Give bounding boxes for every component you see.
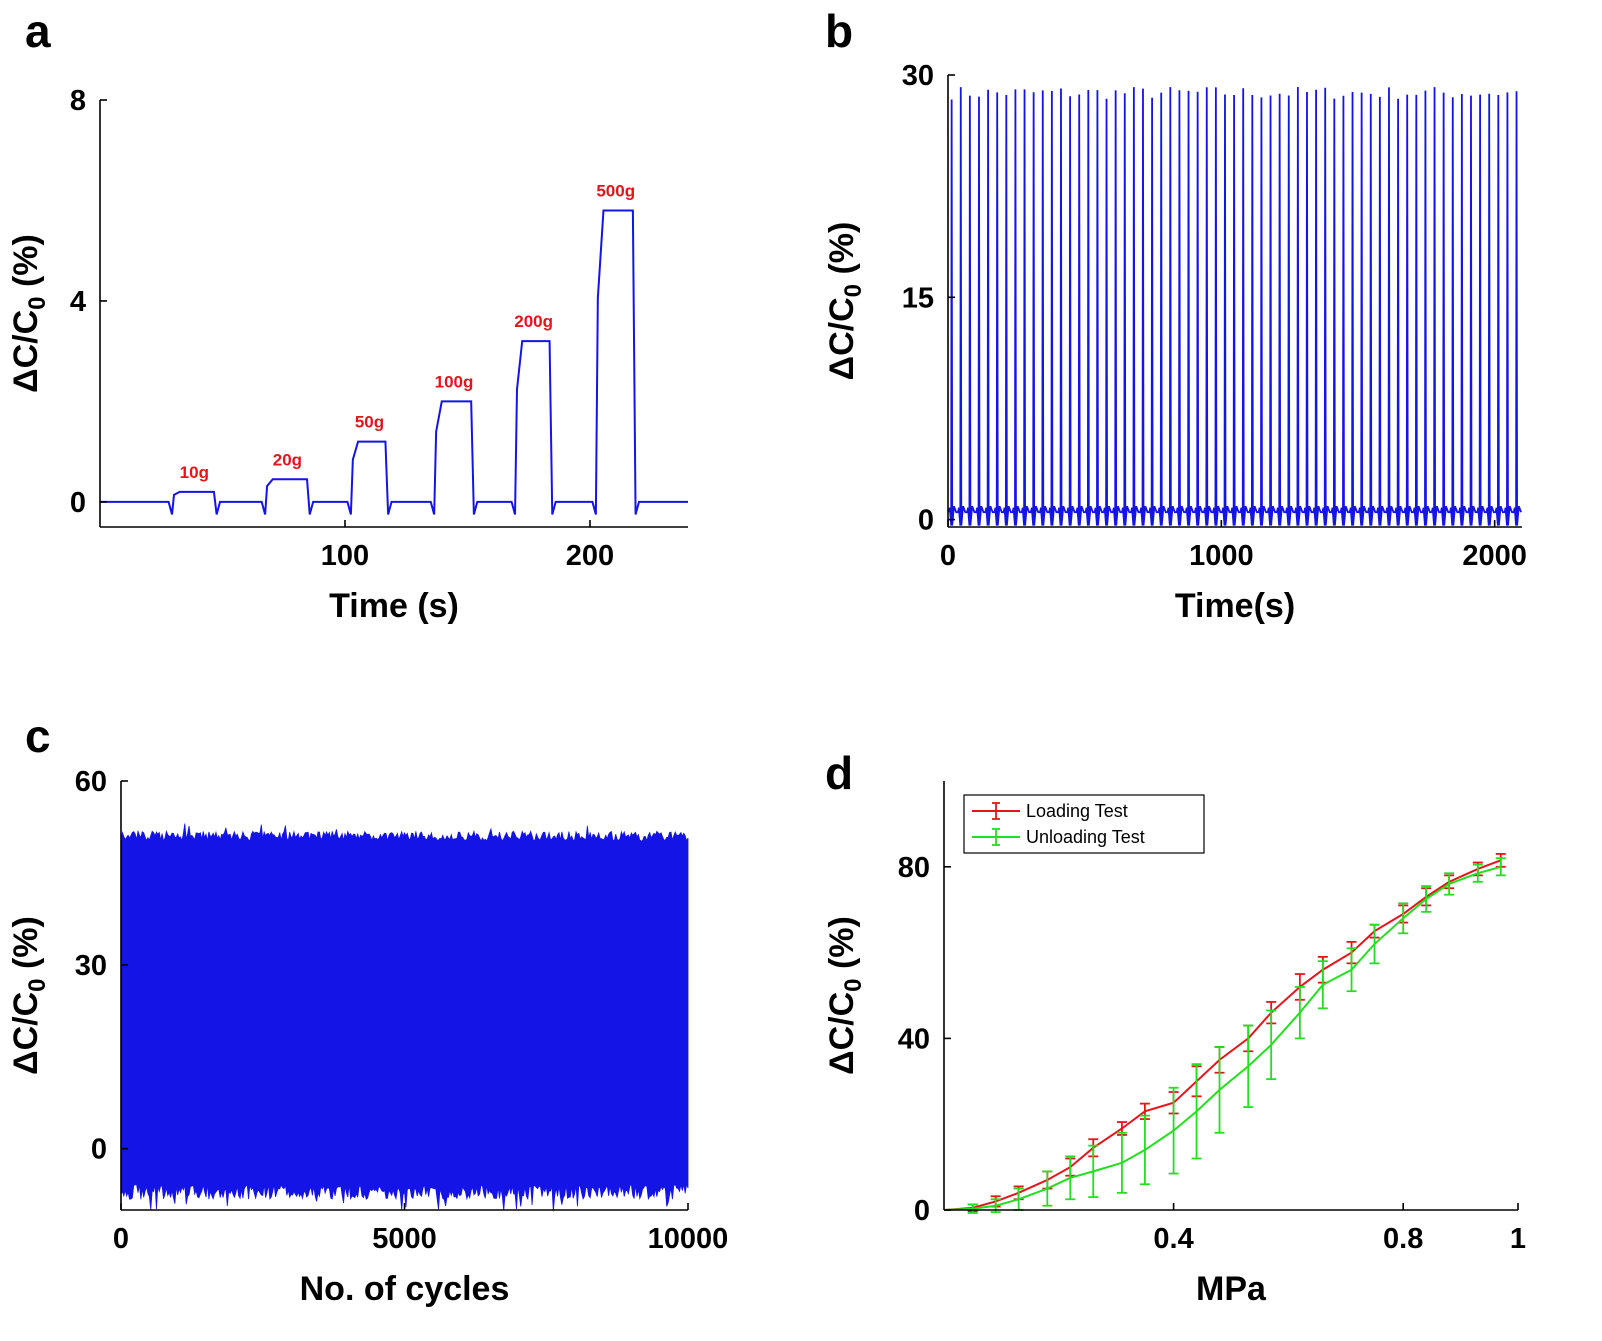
x-tick-label: 0.8 xyxy=(1383,1223,1423,1255)
panel-a-y-axis-title: ΔC/C0 (%) xyxy=(7,234,51,393)
y-tick-label: 40 xyxy=(898,1023,930,1055)
y-tick-label: 0 xyxy=(70,487,86,519)
error-bar xyxy=(1266,1011,1276,1080)
panel-c-y-axis-title-main: ΔC/C xyxy=(7,992,45,1075)
series-line xyxy=(944,867,1501,1210)
error-bar xyxy=(1140,1116,1150,1185)
panel-b-y-axis-title-unit: (%) xyxy=(823,222,861,284)
error-bar xyxy=(1295,987,1305,1038)
panel-d-legend: Loading Test Unloading Test xyxy=(964,795,1204,853)
step-label: 500g xyxy=(596,182,635,201)
panel-d-x-axis-title: MPa xyxy=(1196,1270,1267,1308)
x-tick-label: 2000 xyxy=(1462,540,1527,572)
panel-b-x-axis-title: Time(s) xyxy=(1175,587,1295,625)
step-label: 20g xyxy=(273,450,302,469)
panel-letter-b: b xyxy=(825,5,853,57)
x-tick-label: 5000 xyxy=(372,1223,437,1255)
step-label: 200g xyxy=(514,312,553,331)
panel-a: 10g 20g 50g 100g 200g 500g 100 200 0 4 8 Time (s)… xyxy=(7,85,688,625)
error-bar xyxy=(1215,1047,1225,1133)
error-bar xyxy=(1370,925,1380,964)
x-tick-label: 1 xyxy=(1510,1223,1526,1255)
panel-a-x-axis-title: Time (s) xyxy=(329,587,459,625)
panel-letter-c: c xyxy=(25,710,51,762)
panel-d-y-axis-title-main: ΔC/C xyxy=(823,992,861,1075)
panel-c-y-axis-title-sub: 0 xyxy=(24,978,51,991)
series-line xyxy=(944,860,1501,1210)
panel-a-y-axis-title-sub: 0 xyxy=(24,296,51,309)
x-tick-label: 1000 xyxy=(1189,540,1254,572)
x-tick-label: 0 xyxy=(940,540,956,572)
x-tick-label: 0 xyxy=(113,1223,129,1255)
panel-a-y-axis-title-unit: (%) xyxy=(7,234,45,296)
y-tick-label: 0 xyxy=(91,1134,107,1166)
x-tick-label: 100 xyxy=(321,540,369,572)
panel-d-y-axis-title-sub: 0 xyxy=(840,978,867,991)
x-tick-label: 10000 xyxy=(648,1223,729,1255)
panel-b-y-axis-title-main: ΔC/C xyxy=(823,297,861,380)
y-tick-label: 30 xyxy=(75,950,107,982)
panel-b-plot-area xyxy=(949,87,1521,526)
panel-b-ticks: 0 1000 2000 0 15 30 xyxy=(902,60,1527,572)
legend-label-loading: Loading Test xyxy=(1026,801,1128,821)
y-tick-label: 80 xyxy=(898,852,930,884)
error-bar xyxy=(1243,1026,1253,1108)
panel-d-y-axis-title-unit: (%) xyxy=(823,916,861,978)
figure-canvas: a b c d 10g 20g 50g 100g 200g 500g 100 200 0 4 8 … xyxy=(0,0,1602,1341)
y-tick-label: 8 xyxy=(70,85,86,117)
panel-b-y-axis-title-sub: 0 xyxy=(840,284,867,297)
error-bar xyxy=(1398,903,1408,933)
series-unloading xyxy=(944,858,1506,1213)
y-tick-label: 15 xyxy=(902,282,934,314)
error-bar xyxy=(1117,1133,1127,1193)
step-label: 100g xyxy=(435,372,474,391)
panel-a-y-axis-title-main: ΔC/C xyxy=(7,310,45,393)
legend-label-unloading: Unloading Test xyxy=(1026,827,1145,847)
panel-letter-a: a xyxy=(25,5,51,57)
y-tick-label: 4 xyxy=(70,286,86,318)
series-loading xyxy=(944,854,1506,1211)
step-label: 10g xyxy=(180,463,209,482)
panel-b-y-axis-title: ΔC/C0 (%) xyxy=(823,222,867,381)
cycles-envelope xyxy=(121,824,688,1212)
cycling-line xyxy=(949,87,1521,526)
panel-c-plot-area xyxy=(121,824,688,1212)
panel-c-x-axis-title: No. of cycles xyxy=(300,1270,510,1308)
panel-d-plot-area xyxy=(944,854,1506,1213)
x-tick-label: 0.4 xyxy=(1153,1223,1193,1255)
panel-a-plot-area: 10g 20g 50g 100g 200g 500g xyxy=(100,182,688,515)
y-tick-label: 60 xyxy=(75,766,107,798)
y-tick-label: 0 xyxy=(914,1195,930,1227)
panel-d-y-axis-title: ΔC/C0 (%) xyxy=(823,916,867,1075)
panel-c-y-axis-title-unit: (%) xyxy=(7,916,45,978)
x-tick-label: 200 xyxy=(566,540,614,572)
panel-letter-d: d xyxy=(825,747,853,799)
y-tick-label: 30 xyxy=(902,60,934,92)
step-label: 50g xyxy=(355,413,384,432)
y-tick-label: 0 xyxy=(918,505,934,537)
panel-c-y-axis-title: ΔC/C0 (%) xyxy=(7,916,51,1075)
